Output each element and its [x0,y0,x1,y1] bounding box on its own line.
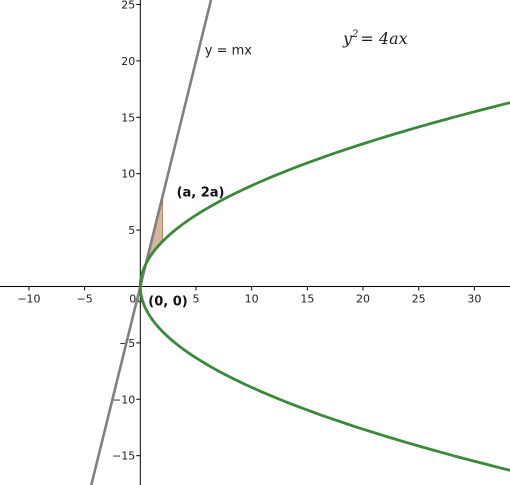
equation-base: y [342,29,353,48]
equation-rhs: = 4ax [360,29,407,48]
line-series [90,0,213,485]
line-label: y = mx [205,44,253,59]
y-tick-label: 25 [121,0,135,12]
equation-exponent: 2 [351,29,358,40]
x-tick-label: 20 [356,292,370,305]
parabola-equation: y2 = 4ax [342,29,408,48]
origin-point-label: (0, 0) [148,294,187,309]
curves-group [90,0,510,485]
x-tick-label: −5 [77,292,93,305]
y-tick-label: −15 [112,450,135,463]
x-tick-label: 25 [412,292,426,305]
intersection-point-label: (a, 2a) [177,185,225,200]
x-tick-label: 10 [245,292,259,305]
x-tick-label: 15 [300,292,314,305]
y-tick-label: 15 [121,111,135,124]
x-tick-label: 5 [192,292,199,305]
annotations-group: y = mx y2 = 4ax (a, 2a) (0, 0) [148,29,407,310]
parabola-series [138,101,510,472]
y-tick-label: 5 [128,224,135,237]
y-tick-label: −10 [112,393,135,406]
x-tick-label: 0 [137,292,144,305]
y-tick-label: 10 [121,168,135,181]
x-tick-label: 30 [467,292,481,305]
origin-tick-label: 0 [129,292,136,305]
x-tick-label: −10 [17,292,40,305]
y-tick-label: 20 [121,55,135,68]
